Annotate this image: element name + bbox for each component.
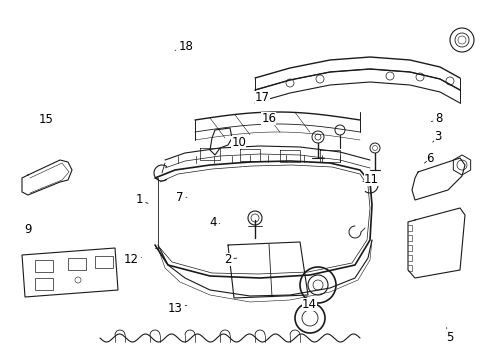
Text: 13: 13 [167, 302, 186, 315]
Text: 5: 5 [445, 328, 453, 344]
Text: 2: 2 [223, 253, 236, 266]
Text: 4: 4 [208, 216, 219, 229]
Text: 8: 8 [430, 112, 442, 125]
Text: 16: 16 [261, 112, 276, 125]
Text: 9: 9 [24, 223, 32, 236]
Text: 17: 17 [254, 91, 269, 104]
Text: 18: 18 [175, 40, 193, 53]
Text: 7: 7 [175, 191, 186, 204]
Text: 10: 10 [231, 136, 245, 149]
Text: 12: 12 [123, 253, 141, 266]
Text: 15: 15 [39, 113, 54, 126]
Bar [68, 258, 86, 270]
Text: 1: 1 [135, 193, 148, 206]
Text: 3: 3 [432, 130, 441, 143]
Bar [35, 278, 53, 290]
Text: 14: 14 [302, 297, 316, 311]
Bar [95, 256, 113, 268]
Text: 11: 11 [362, 173, 378, 186]
Text: 6: 6 [424, 152, 433, 165]
Bar [35, 260, 53, 272]
